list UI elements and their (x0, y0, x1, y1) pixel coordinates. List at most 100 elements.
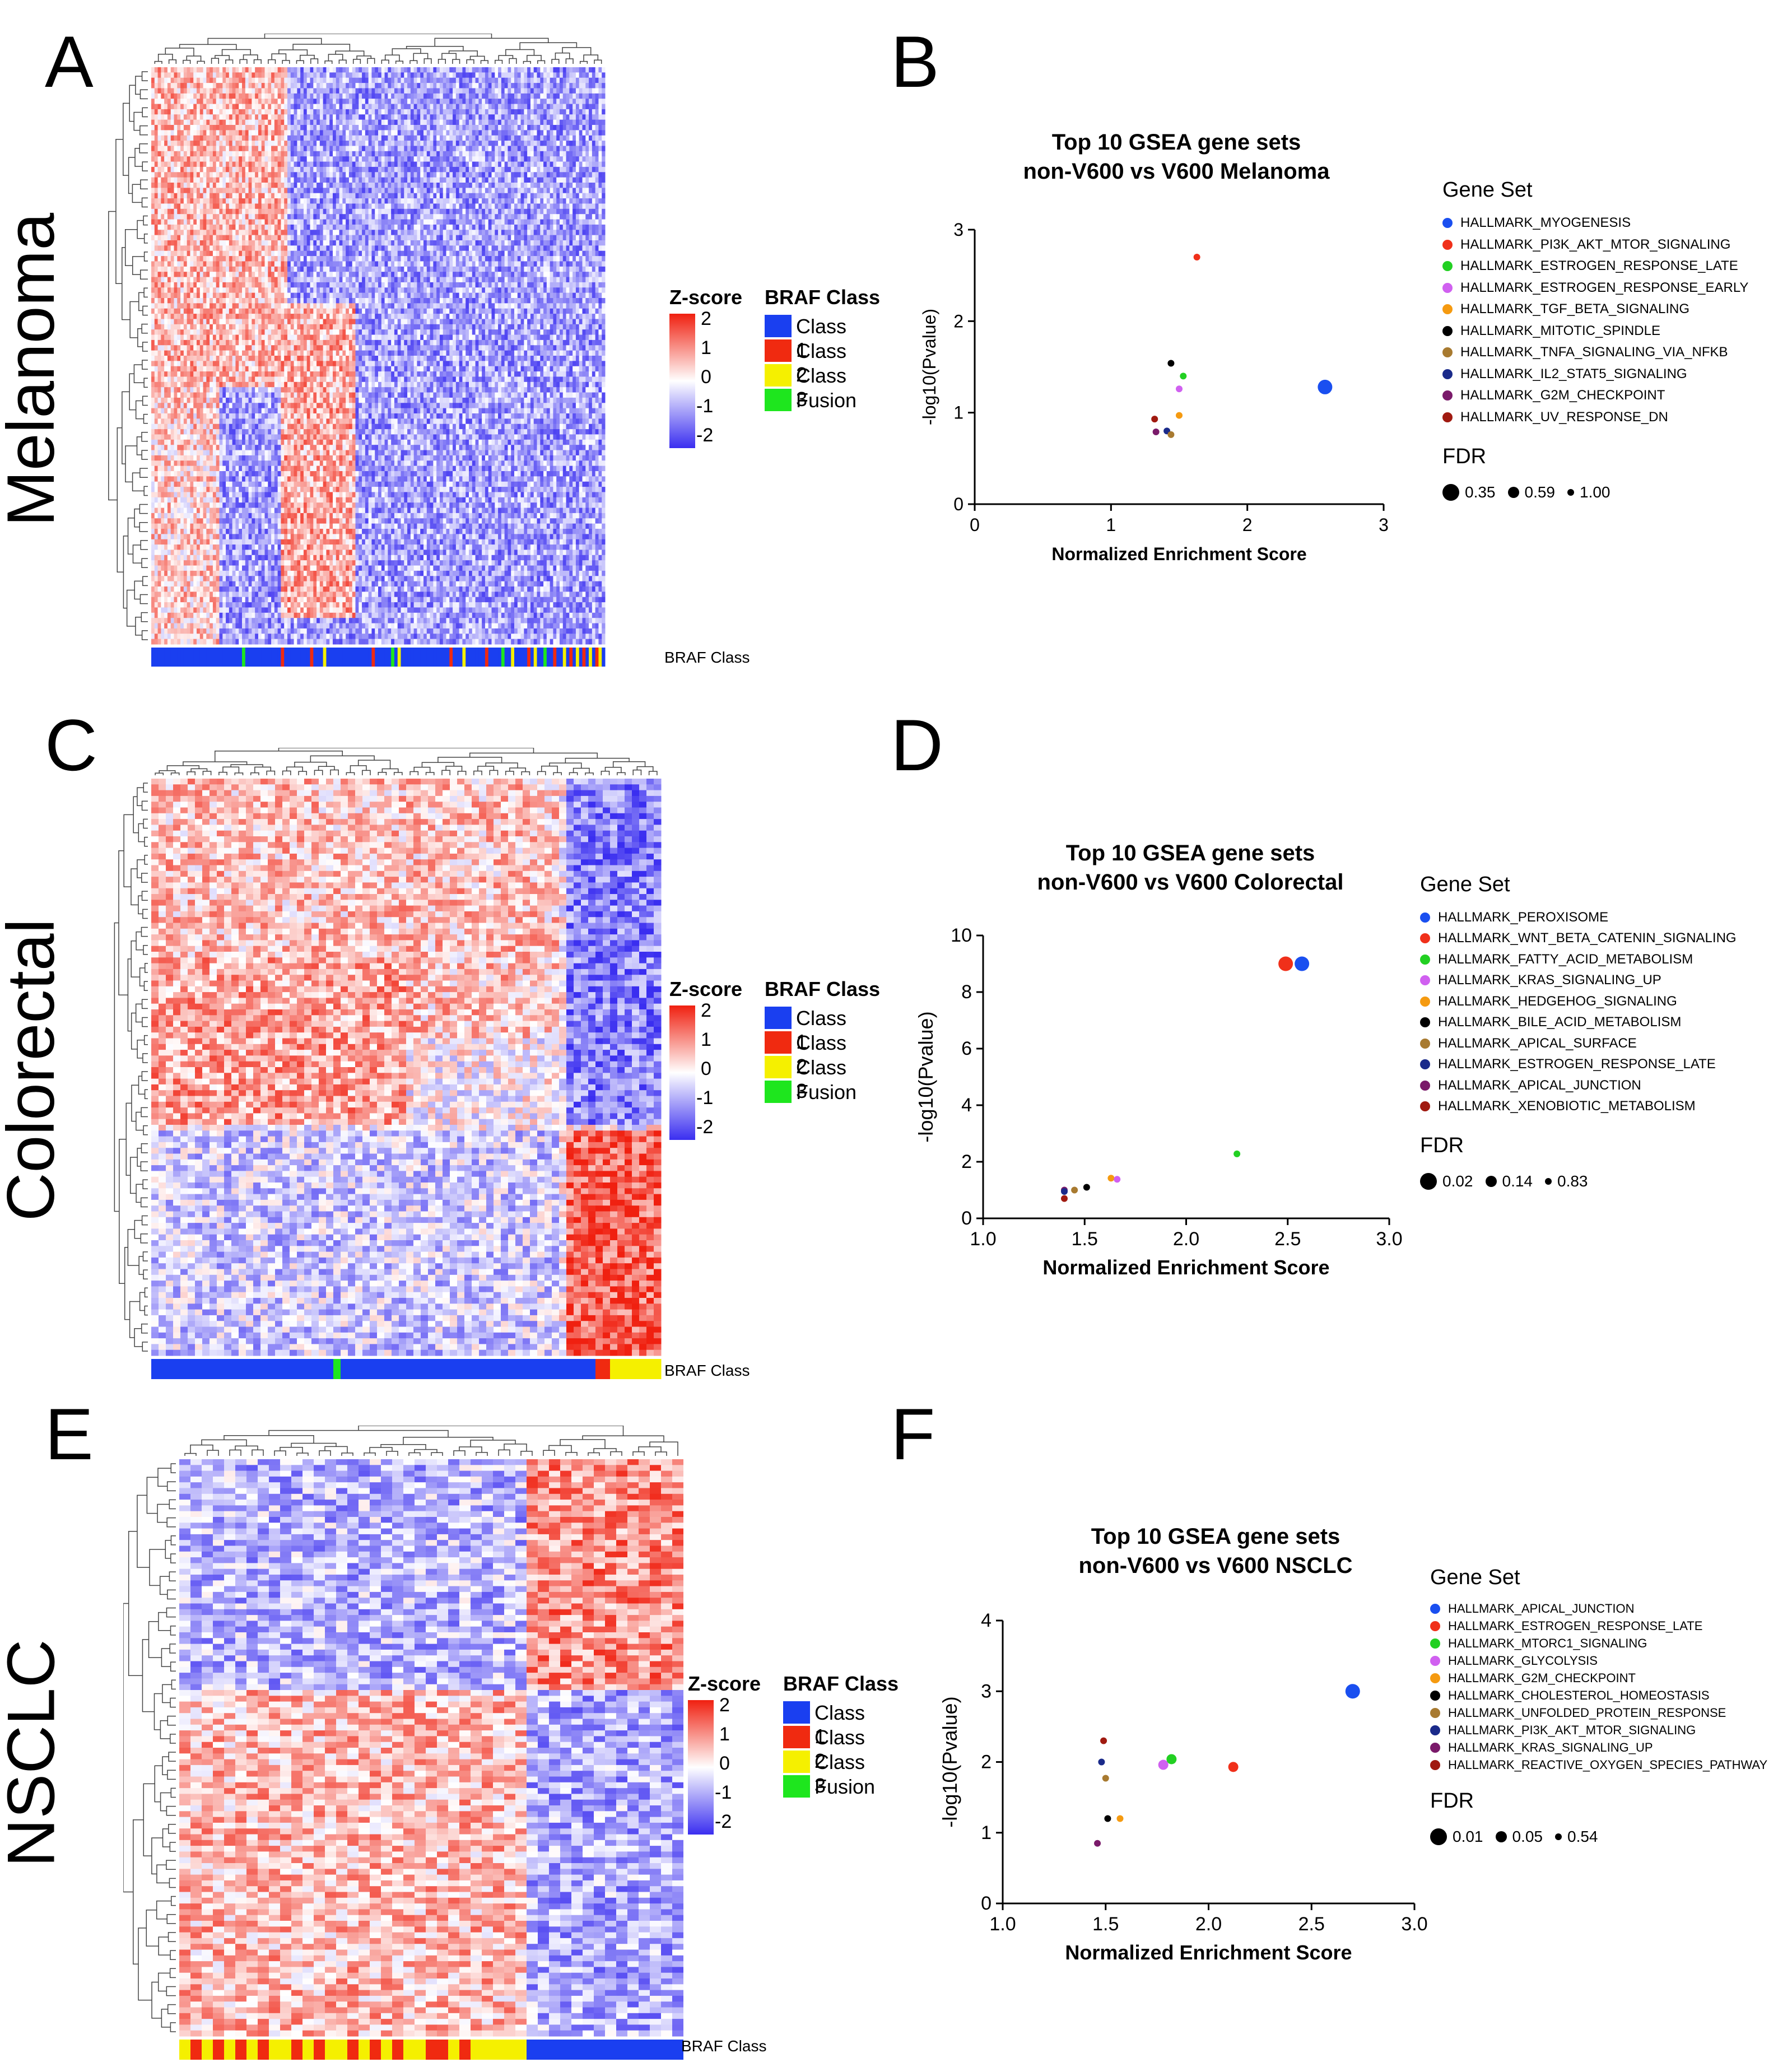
y-tick-label: 2 (953, 311, 964, 331)
y-tick-label: 3 (981, 1680, 992, 1702)
data-point (1098, 1758, 1105, 1766)
legend-dot-icon (1442, 325, 1453, 336)
y-tick-label: 4 (981, 1610, 992, 1631)
fdr-size-dot-icon (1430, 1828, 1447, 1845)
data-point (1158, 1759, 1169, 1770)
fusion-swatch (765, 389, 792, 411)
heatmap-colorectal (114, 748, 662, 1379)
gene-set-item: HALLMARK_GLYCOLYSIS (1430, 1652, 1789, 1669)
braf-class-title: BRAF Class (783, 1672, 899, 1696)
zscore-tick: 1 (719, 1724, 730, 1745)
zscore-colorbar (669, 1005, 695, 1140)
chart-title-line: Top 10 GSEA gene sets (1008, 1522, 1423, 1551)
fdr-size-dot-icon (1507, 487, 1519, 498)
data-point (1083, 1184, 1090, 1191)
data-point (1176, 385, 1183, 393)
gene-set-name: HALLMARK_KRAS_SIGNALING_UP (1448, 1740, 1653, 1755)
data-point (1107, 1175, 1115, 1182)
fusion-label: Fusion (814, 1775, 875, 1799)
panel-letter-e: E (45, 1398, 94, 1470)
zscore-tick: 2 (701, 1000, 711, 1022)
fdr-size-dot-icon (1495, 1831, 1507, 1842)
class-3-label: Class 3 (814, 1751, 865, 1798)
zscore-tick: -1 (715, 1782, 732, 1804)
zscore-tick: 0 (719, 1753, 730, 1775)
fdr-title: FDR (1442, 445, 1756, 469)
gene-set-item: HALLMARK_G2M_CHECKPOINT (1442, 385, 1756, 407)
legend-dot-icon (1430, 1742, 1440, 1753)
chart-title-line: non-V600 vs V600 Melanoma (969, 157, 1384, 186)
gene-set-item: HALLMARK_MITOTIC_SPINDLE (1442, 320, 1756, 342)
gene-set-name: HALLMARK_FATTY_ACID_METABOLISM (1438, 952, 1693, 967)
legend-dot-icon (1430, 1655, 1440, 1666)
legend-dot-icon (1430, 1673, 1440, 1683)
legend-dot-icon (1442, 412, 1453, 422)
legend-dot-icon (1420, 1101, 1430, 1112)
class-3-swatch (765, 364, 792, 387)
gene-set-name: HALLMARK_UNFOLDED_PROTEIN_RESPONSE (1448, 1706, 1726, 1720)
fdr-level-label: 0.83 (1557, 1172, 1588, 1190)
legend-dot-icon (1442, 239, 1453, 250)
fdr-size-dot-icon (1442, 484, 1459, 501)
heatmap-melanoma (108, 34, 606, 667)
y-tick-label: 0 (953, 494, 964, 514)
gene-set-item: HALLMARK_MTORC1_SIGNALING (1430, 1635, 1789, 1652)
gene-set-name: HALLMARK_ESTROGEN_RESPONSE_LATE (1460, 258, 1738, 274)
x-tick-label: 2 (1242, 515, 1253, 535)
legend-dot-icon (1442, 282, 1453, 293)
class-2-swatch (765, 339, 792, 362)
fdr-level-label: 0.54 (1567, 1828, 1598, 1846)
gene-set-name: HALLMARK_WNT_BETA_CATENIN_SIGNALING (1438, 930, 1737, 946)
y-tick-label: 0 (961, 1208, 972, 1229)
data-point (1094, 1840, 1101, 1847)
legend-dot-icon (1430, 1759, 1440, 1770)
gene-set-item: HALLMARK_BILE_ACID_METABOLISM (1420, 1012, 1767, 1034)
legend-dot-icon (1420, 1017, 1430, 1028)
x-axis-label: Normalized Enrichment Score (1042, 1256, 1329, 1279)
data-point (1318, 379, 1333, 394)
data-point (1176, 412, 1183, 419)
legend-dot-icon (1420, 912, 1430, 923)
x-axis-label: Normalized Enrichment Score (1065, 1941, 1352, 1964)
zscore-title: Z-score (669, 286, 742, 309)
y-axis-label: -log10(Pvalue) (919, 309, 939, 425)
class-3-label: Class 3 (796, 1056, 846, 1103)
legend-dot-icon (1420, 954, 1430, 965)
legend-dot-icon (1420, 975, 1430, 986)
legend-dot-icon (1430, 1690, 1440, 1701)
zscore-tick: 0 (701, 1058, 711, 1080)
y-tick-label: 8 (961, 981, 972, 1003)
x-tick-label: 3.0 (1376, 1228, 1402, 1250)
panel-letter-d: D (891, 709, 943, 781)
y-tick-label: 4 (961, 1095, 972, 1116)
data-point (1295, 956, 1310, 971)
gene-set-item: HALLMARK_ESTROGEN_RESPONSE_LATE (1430, 1617, 1789, 1635)
fdr-title: FDR (1420, 1134, 1767, 1158)
panel-letter-f: F (891, 1398, 935, 1470)
zscore-tick: -2 (696, 425, 713, 446)
x-tick-label: 2.0 (1195, 1914, 1222, 1935)
legend-dot-icon (1442, 369, 1453, 379)
legend-dot-icon (1442, 218, 1453, 229)
data-point (1234, 1150, 1241, 1157)
gene-set-name: HALLMARK_PEROXISOME (1438, 910, 1608, 925)
gene-set-item: HALLMARK_UNFOLDED_PROTEIN_RESPONSE (1430, 1704, 1789, 1721)
class-1-label: Class 1 (796, 1007, 846, 1054)
gene-set-name: HALLMARK_G2M_CHECKPOINT (1448, 1671, 1636, 1686)
heatmap-legend-melanoma: Z-score 2 1 0 -1 -2 BRAF Class Class 1 C… (669, 286, 905, 454)
fusion-swatch (783, 1775, 810, 1798)
chart-title-f: Top 10 GSEA gene sets non-V600 vs V600 N… (1008, 1522, 1423, 1580)
gene-set-name: HALLMARK_CHOLESTEROL_HOMEOSTASIS (1448, 1688, 1710, 1703)
dendrogram (114, 783, 148, 1352)
legend-dot-icon (1430, 1725, 1440, 1735)
y-axis-label: -log10(Pvalue) (914, 1011, 937, 1142)
gene-set-item: HALLMARK_ESTROGEN_RESPONSE_LATE (1442, 255, 1756, 277)
chart-title-d: Top 10 GSEA gene sets non-V600 vs V600 C… (983, 839, 1398, 897)
fusion-swatch (765, 1081, 792, 1103)
heatmap-cells (151, 67, 606, 645)
legend-dot-icon (1442, 261, 1453, 272)
scatter-plot-b: 0 1 2 3 0 1 2 3 Normalized Enrichment Score -log1… (919, 220, 1389, 564)
gene-set-name: HALLMARK_KRAS_SIGNALING_UP (1438, 972, 1661, 988)
x-axis-label: Normalized Enrichment Score (1051, 544, 1306, 564)
braf-class-bar (151, 1359, 662, 1379)
